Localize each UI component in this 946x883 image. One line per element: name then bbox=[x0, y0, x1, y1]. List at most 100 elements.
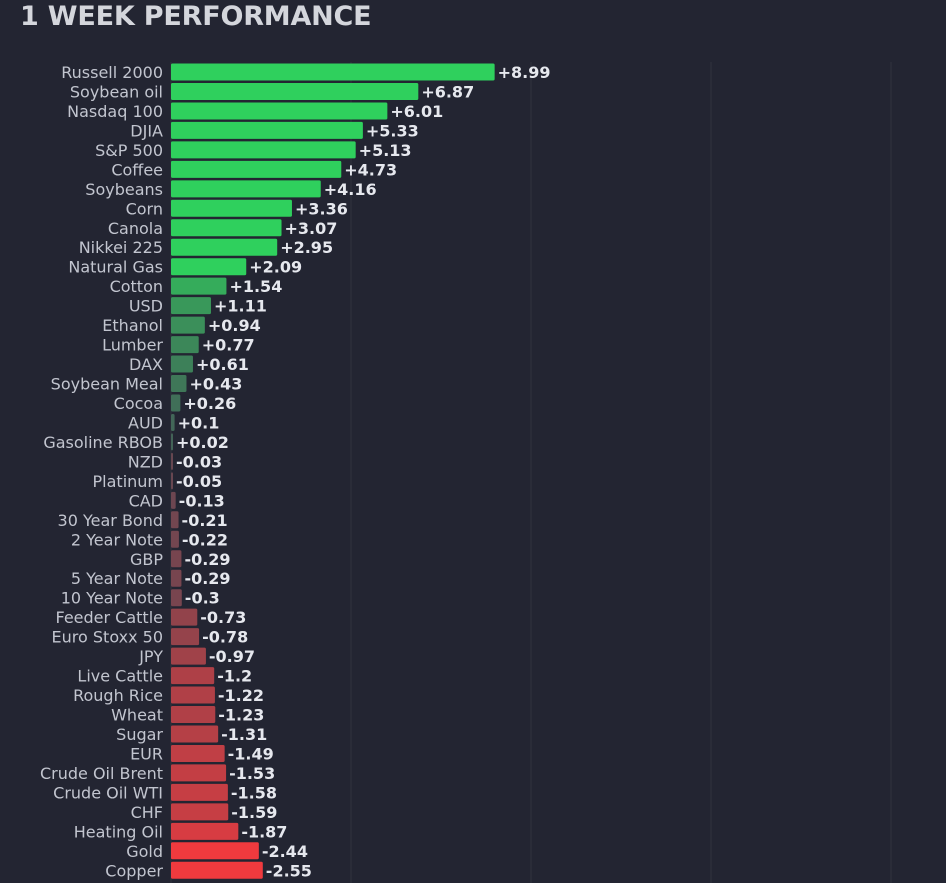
bar bbox=[171, 530, 179, 548]
value-label: +5.33 bbox=[366, 121, 419, 140]
bar bbox=[171, 316, 205, 334]
bar bbox=[171, 725, 219, 743]
value-label: -1.23 bbox=[218, 706, 264, 725]
bar bbox=[171, 238, 278, 256]
bar bbox=[171, 413, 175, 431]
bar bbox=[171, 822, 239, 840]
value-label: -1.2 bbox=[217, 667, 252, 686]
bar bbox=[171, 297, 211, 315]
category-label: Rough Rice bbox=[73, 686, 163, 705]
bar bbox=[171, 102, 388, 120]
value-label: -0.21 bbox=[182, 511, 228, 530]
category-label: Feeder Cattle bbox=[56, 608, 164, 627]
bar bbox=[171, 394, 181, 412]
category-label: Sugar bbox=[116, 725, 163, 744]
bar bbox=[171, 706, 216, 724]
value-label: +8.99 bbox=[498, 63, 551, 82]
bar bbox=[171, 744, 225, 762]
value-label: -0.78 bbox=[202, 628, 248, 647]
bar bbox=[171, 472, 173, 490]
category-label: Wheat bbox=[111, 706, 163, 725]
bar bbox=[171, 433, 173, 451]
value-label: -1.49 bbox=[228, 744, 274, 763]
value-label: +0.1 bbox=[178, 413, 220, 432]
category-label: JPY bbox=[138, 647, 163, 666]
category-label: Cotton bbox=[110, 277, 163, 296]
category-label: Soybean Meal bbox=[51, 375, 163, 394]
category-label: CHF bbox=[131, 803, 163, 822]
value-label: +5.13 bbox=[359, 141, 412, 160]
value-label: -1.22 bbox=[218, 686, 264, 705]
bar bbox=[171, 160, 342, 178]
category-label: Lumber bbox=[102, 336, 163, 355]
bar bbox=[171, 199, 292, 217]
bar bbox=[171, 647, 206, 665]
bar bbox=[171, 82, 419, 100]
value-label: +0.94 bbox=[208, 316, 261, 335]
value-label: -0.29 bbox=[184, 569, 230, 588]
bar bbox=[171, 550, 182, 568]
category-label: Gold bbox=[126, 842, 163, 861]
category-label: Nikkei 225 bbox=[79, 238, 163, 257]
value-label: +6.01 bbox=[390, 102, 443, 121]
category-label: Soybean oil bbox=[70, 82, 163, 101]
category-label: Crude Oil WTI bbox=[53, 783, 163, 802]
bar bbox=[171, 375, 187, 393]
bar bbox=[171, 277, 227, 295]
category-label: EUR bbox=[130, 744, 163, 763]
value-label: -1.58 bbox=[231, 783, 277, 802]
category-label: 5 Year Note bbox=[71, 569, 163, 588]
value-label: -0.97 bbox=[209, 647, 255, 666]
value-label: +1.11 bbox=[214, 297, 267, 316]
bar bbox=[171, 589, 182, 607]
chart-title: 1 WEEK PERFORMANCE bbox=[20, 1, 372, 32]
value-label: -0.29 bbox=[184, 550, 230, 569]
category-label: DAX bbox=[129, 355, 163, 374]
bar bbox=[171, 121, 363, 139]
category-label: Platinum bbox=[93, 472, 163, 491]
value-label: +0.77 bbox=[202, 336, 255, 355]
value-label: -1.87 bbox=[241, 822, 287, 841]
bar bbox=[171, 491, 176, 509]
category-label: USD bbox=[129, 297, 163, 316]
bar bbox=[171, 511, 179, 529]
bar bbox=[171, 258, 247, 276]
value-label: -2.44 bbox=[262, 842, 308, 861]
bar bbox=[171, 141, 356, 159]
category-label: Crude Oil Brent bbox=[40, 764, 163, 783]
category-label: Live Cattle bbox=[77, 667, 163, 686]
value-label: -1.31 bbox=[221, 725, 267, 744]
value-label: -2.55 bbox=[266, 861, 312, 880]
value-label: +3.07 bbox=[285, 219, 338, 238]
category-label: GBP bbox=[130, 550, 163, 569]
bar bbox=[171, 861, 263, 879]
value-label: -0.22 bbox=[182, 530, 228, 549]
bar bbox=[171, 842, 259, 860]
category-label: NZD bbox=[128, 452, 163, 471]
value-label: -0.73 bbox=[200, 608, 246, 627]
category-label: Heating Oil bbox=[74, 822, 163, 841]
value-label: -0.3 bbox=[185, 589, 220, 608]
bar bbox=[171, 667, 215, 685]
value-label: -0.13 bbox=[179, 491, 225, 510]
value-label: -1.53 bbox=[229, 764, 275, 783]
category-label: Soybeans bbox=[85, 180, 163, 199]
value-label: +6.87 bbox=[421, 82, 474, 101]
value-label: +4.73 bbox=[344, 160, 397, 179]
bar bbox=[171, 783, 228, 801]
bar bbox=[171, 336, 199, 354]
value-label: +3.36 bbox=[295, 199, 348, 218]
bar bbox=[171, 355, 193, 373]
category-label: Corn bbox=[126, 199, 163, 218]
bar bbox=[171, 569, 182, 587]
category-label: Ethanol bbox=[102, 316, 163, 335]
category-label: Euro Stoxx 50 bbox=[52, 628, 163, 647]
category-label: Natural Gas bbox=[68, 258, 163, 277]
bar bbox=[171, 686, 215, 704]
value-label: -0.05 bbox=[176, 472, 222, 491]
value-label: +1.54 bbox=[229, 277, 282, 296]
value-label: +0.26 bbox=[183, 394, 236, 413]
bar bbox=[171, 803, 229, 821]
category-label: AUD bbox=[128, 413, 163, 432]
